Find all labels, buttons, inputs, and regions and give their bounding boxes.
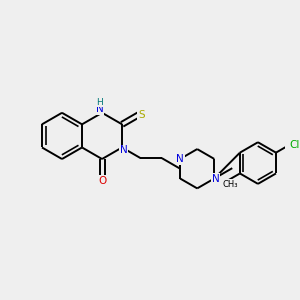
Text: CH₃: CH₃ [223,180,239,189]
Text: N: N [176,154,184,164]
Text: Cl: Cl [290,140,300,150]
Text: N: N [120,145,128,155]
Text: N: N [212,174,220,184]
Text: S: S [138,110,145,119]
Text: O: O [98,176,106,186]
Text: H: H [96,98,103,106]
Text: N: N [96,104,104,114]
